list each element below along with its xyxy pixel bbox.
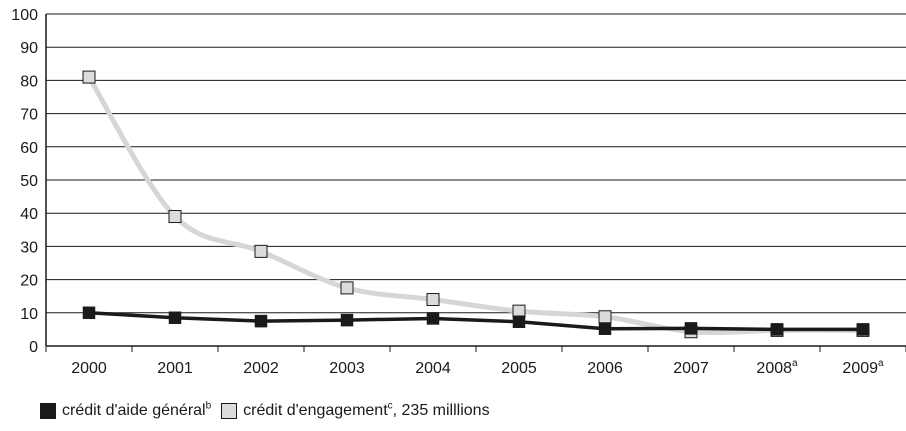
x-tick-label: 2007 bbox=[673, 360, 709, 377]
legend-label-credit-engagement: crédit d'engagementc, 235 milllions bbox=[243, 400, 490, 419]
x-tick-label: 2001 bbox=[157, 360, 193, 377]
y-tick-label: 90 bbox=[20, 40, 38, 57]
series-point-credit-engagement-2005 bbox=[512, 304, 526, 318]
series-point-credit-engagement-2004 bbox=[426, 293, 440, 307]
x-tick-label: 2004 bbox=[415, 360, 451, 377]
legend-swatch-credit-engagement bbox=[221, 403, 238, 419]
series-point-credit-aide-general-2006 bbox=[598, 322, 612, 335]
y-tick-label: 80 bbox=[20, 73, 38, 90]
legend-label-credit-aide-general: crédit d'aide généralb bbox=[62, 400, 212, 419]
legend-item-credit-engagement: crédit d'engagementc, 235 milllions bbox=[221, 400, 490, 420]
y-tick-label: 50 bbox=[20, 173, 38, 190]
x-tick-label: 2002 bbox=[243, 360, 279, 377]
x-tick-label: 2008a bbox=[756, 358, 798, 377]
y-tick-label: 60 bbox=[20, 140, 38, 157]
series-line-credit-aide-general bbox=[87, 311, 865, 332]
series-point-credit-engagement-2003 bbox=[340, 281, 354, 295]
y-tick-label: 70 bbox=[20, 107, 38, 124]
x-tick-label: 2006 bbox=[587, 360, 623, 377]
series-point-credit-aide-general-2003 bbox=[340, 313, 354, 327]
legend-item-credit-aide-general: crédit d'aide généralb bbox=[40, 400, 212, 420]
x-tick-label: 2009a bbox=[842, 358, 884, 377]
y-tick-label: 100 bbox=[11, 7, 38, 24]
y-tick-label: 30 bbox=[20, 239, 38, 256]
y-tick-label: 0 bbox=[29, 339, 38, 356]
y-tick-label: 20 bbox=[20, 273, 38, 290]
x-tick-label: 2003 bbox=[329, 360, 365, 377]
series-point-credit-engagement-2002 bbox=[254, 244, 268, 258]
series-point-credit-engagement-2001 bbox=[168, 210, 182, 224]
series-point-credit-aide-general-2000 bbox=[82, 306, 96, 320]
series-point-credit-aide-general-2005 bbox=[512, 315, 526, 329]
series-line-credit-engagement bbox=[86, 74, 866, 335]
series-point-credit-aide-general-2007 bbox=[684, 322, 698, 335]
series-point-credit-aide-general-2004 bbox=[426, 312, 440, 325]
series-point-credit-aide-general-2009 bbox=[856, 323, 870, 336]
series-point-credit-engagement-2006 bbox=[598, 310, 612, 324]
legend-swatch-credit-aide-general bbox=[40, 403, 56, 419]
series-point-credit-aide-general-2001 bbox=[168, 311, 182, 325]
series-point-credit-aide-general-2008 bbox=[770, 323, 784, 336]
x-tick-label: 2005 bbox=[501, 360, 537, 377]
x-tick-label: 2000 bbox=[71, 360, 107, 377]
series-point-credit-engagement-2000 bbox=[82, 70, 96, 84]
series-point-credit-aide-general-2002 bbox=[254, 314, 268, 328]
y-tick-label: 10 bbox=[20, 306, 38, 323]
y-tick-label: 40 bbox=[20, 206, 38, 223]
legend: crédit d'aide généralb crédit d'engageme… bbox=[40, 400, 500, 422]
